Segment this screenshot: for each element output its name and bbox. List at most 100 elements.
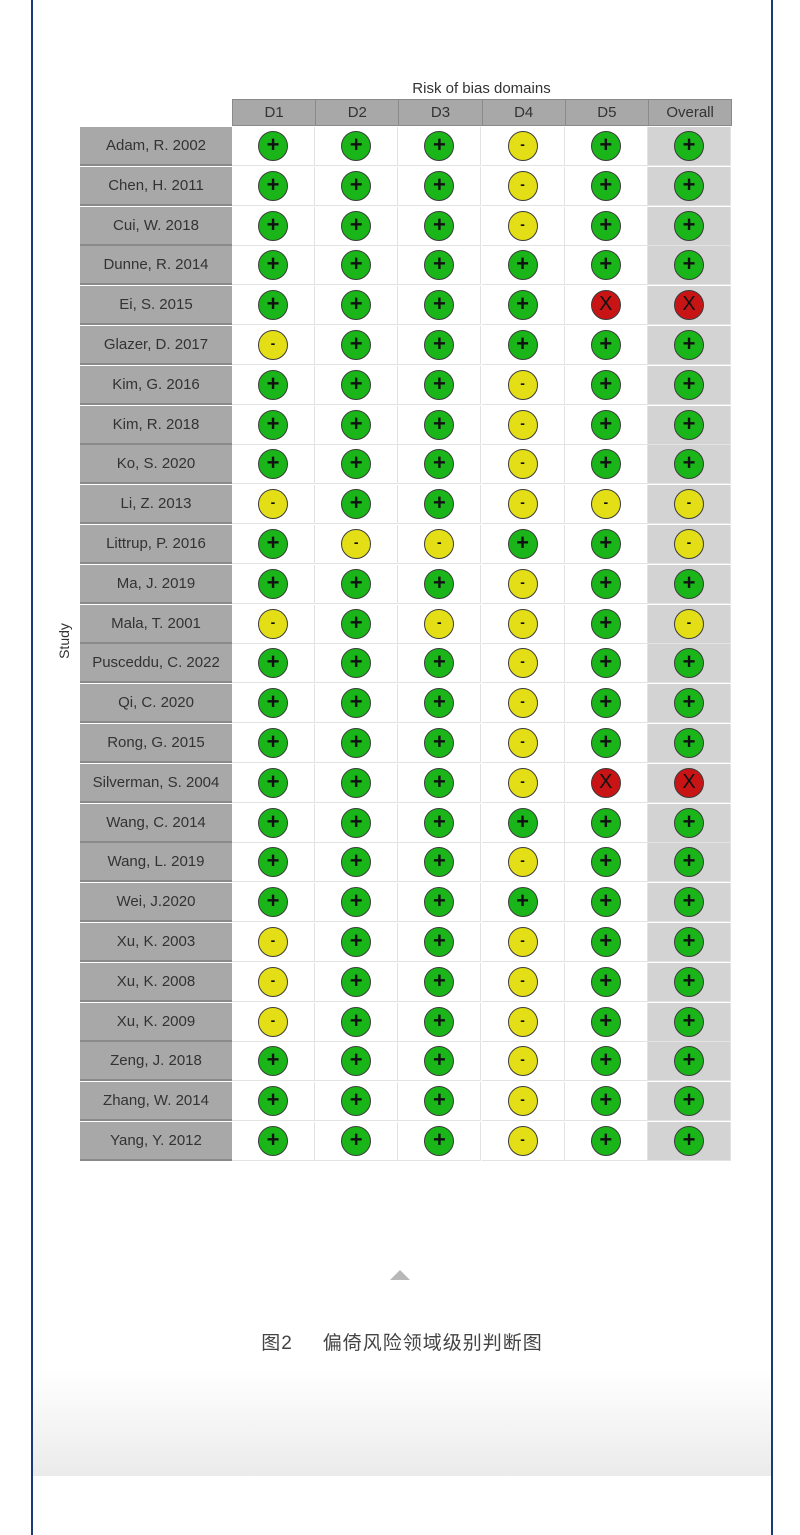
study-row: Rong, G. 2015 + + + - + + [80,724,731,764]
study-label: Silverman, S. 2004 [80,763,232,803]
judgement-cell: + [315,246,399,286]
judgement-cell: + [398,1002,482,1042]
judgement-some-concerns-marker: - [507,409,538,440]
study-label: Mala, T. 2001 [80,604,232,644]
judgement-low-marker: + [424,887,455,918]
judgement-cell: + [398,445,482,485]
judgement-cell: + [648,127,731,166]
judgement-low-marker: + [507,887,538,918]
judgement-cell: + [232,803,315,843]
judgement-low-marker: + [674,409,704,440]
judgement-low-marker: + [258,210,288,241]
judgement-cell: + [648,724,731,763]
judgement-low-marker: + [424,1126,455,1156]
study-row: Kim, R. 2018 + + + - + + [80,405,731,446]
judgement-cell: X [648,763,731,803]
judgement-some-concerns-marker: - [507,1006,538,1037]
judgement-some-concerns-marker: - [258,330,288,360]
judgement-cell: + [232,127,315,166]
judgement-low-marker: + [674,250,704,281]
judgement-cell: + [481,286,565,326]
judgement-cell: - [481,1002,565,1042]
judgement-cell: + [232,763,315,803]
judgement-cell: + [398,684,482,724]
judgement-cell: + [232,564,315,604]
judgement-cell: - [481,485,565,525]
judgement-low-marker: + [341,1126,372,1156]
judgement-low-marker: + [341,1006,372,1037]
judgement-cell: - [481,166,565,206]
study-label: Kim, G. 2016 [80,365,232,405]
judgement-cell: - [232,1002,315,1042]
judgement-cell: + [564,1042,648,1082]
judgement-low-marker: + [590,170,621,201]
judgement-some-concerns-marker: - [258,927,288,957]
judgement-cell: + [315,564,399,604]
y-axis-label: Study [56,623,72,659]
judgement-low-marker: + [258,767,288,798]
judgement-low-marker: + [258,409,288,440]
judgement-low-marker: + [258,807,288,838]
judgement-cell: - [398,525,482,564]
judgement-cell: - [648,604,731,644]
figure-caption: 图2 偏倚风险领域级别判断图 [33,1328,771,1355]
judgement-low-marker: + [424,648,455,679]
study-label: Littrup, P. 2016 [80,525,232,564]
judgement-cell: + [564,166,648,206]
judgement-cell: + [398,1042,482,1082]
judgement-cell: + [481,803,565,843]
judgement-cell: - [481,763,565,803]
judgement-cell: + [564,326,648,365]
study-label: Yang, Y. 2012 [80,1122,232,1161]
judgement-low-marker: + [424,927,455,957]
judgement-cell: - [481,206,565,246]
judgement-some-concerns-marker: - [507,847,538,878]
judgement-some-concerns-marker: - [507,688,538,719]
judgement-cell: + [564,1082,648,1122]
judgement-low-marker: + [424,966,455,997]
study-row: Wang, C. 2014 + + + + + + [80,803,731,844]
study-label: Dunne, R. 2014 [80,246,232,286]
judgement-low-marker: + [590,688,621,719]
judgement-low-marker: + [341,170,372,201]
judgement-cell: + [481,326,565,365]
judgement-low-marker: + [341,767,372,798]
column-header-d4: D4 [481,99,566,126]
judgement-cell: + [398,405,482,445]
judgement-low-marker: + [424,330,455,360]
article-frame [31,0,773,1535]
judgement-cell: - [481,1082,565,1122]
judgement-low-marker: + [590,409,621,440]
judgement-low-marker: + [674,966,704,997]
judgement-cell: + [315,1002,399,1042]
judgement-cell: + [315,365,399,405]
study-row: Kim, G. 2016 + + + - + + [80,365,731,406]
judgement-some-concerns-marker: - [507,170,538,201]
judgement-low-marker: + [258,688,288,719]
judgement-cell: - [481,365,565,405]
judgement-low-marker: + [258,449,288,480]
judgement-low-marker: + [590,250,621,281]
judgement-cell: + [564,445,648,485]
judgement-low-marker: + [674,1126,704,1156]
judgement-cell: + [398,843,482,883]
study-row: Li, Z. 2013- + + - - - [80,485,731,525]
judgement-low-marker: + [674,170,704,201]
judgement-cell: X [564,286,648,326]
judgement-cell: - [232,485,315,525]
study-row: Chen, H. 2011 + + + - + + [80,166,731,207]
judgement-cell: + [648,365,731,405]
judgement-cell: + [315,803,399,843]
study-row: Wei, J.2020 + + + + + + [80,883,731,923]
judgement-low-marker: + [507,250,538,281]
judgement-low-marker: + [258,250,288,281]
judgement-low-marker: + [341,290,372,321]
judgement-high-marker: X [674,290,704,321]
judgement-cell: + [398,127,482,166]
judgement-cell: + [648,962,731,1002]
judgement-cell: + [648,843,731,883]
judgement-some-concerns-marker: - [507,489,538,520]
judgement-low-marker: + [674,728,704,758]
caption-arrow-icon [390,1270,410,1280]
column-header-d3: D3 [398,99,483,126]
